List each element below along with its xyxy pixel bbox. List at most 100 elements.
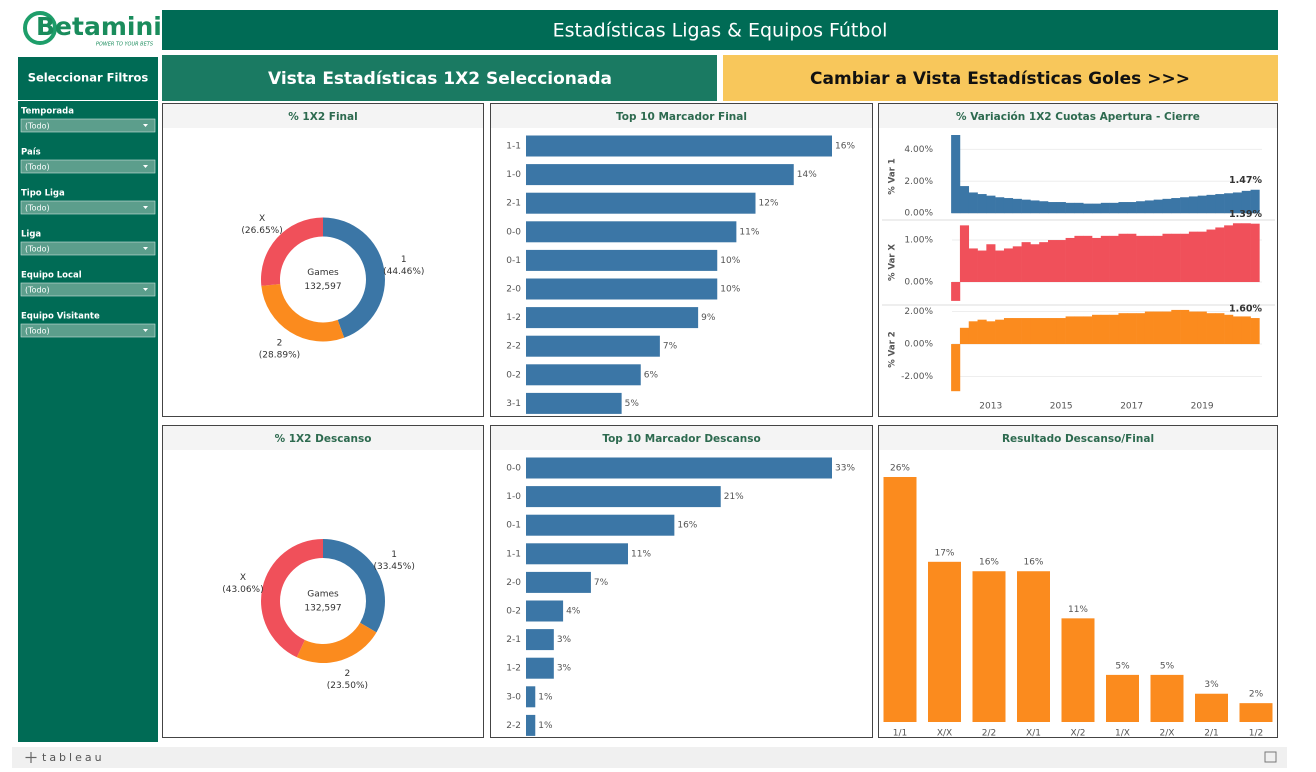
filter-value[interactable]: (Todo) <box>25 286 50 295</box>
area-step <box>986 321 996 345</box>
area-step <box>1162 198 1172 214</box>
bar-label: 11% <box>1068 605 1088 615</box>
area-step <box>1250 223 1260 283</box>
area-step <box>1083 203 1093 214</box>
area-step <box>1074 316 1084 345</box>
y-tick-label: 1.00% <box>904 236 933 246</box>
filter-dropdown[interactable] <box>20 241 156 256</box>
bar <box>526 657 554 679</box>
center-label: Games <box>307 590 339 600</box>
category-label: 3-0 <box>506 692 521 702</box>
bar <box>883 477 917 722</box>
y-tick-label: -2.00% <box>901 372 933 382</box>
bar <box>1106 674 1139 722</box>
area-step <box>968 321 978 345</box>
bar-label: 12% <box>759 199 779 209</box>
filter-label: Equipo Visitante <box>21 312 100 322</box>
bar-label: 4% <box>566 607 581 617</box>
area-step <box>1039 242 1049 283</box>
category-label: 3-1 <box>506 399 521 409</box>
filter-value[interactable]: (Todo) <box>25 163 50 172</box>
category-label: 2-1 <box>506 635 521 645</box>
panel-title: % 1X2 Final <box>288 111 357 123</box>
dropdown-arrow[interactable] <box>143 247 148 250</box>
filter-label: País <box>21 148 41 158</box>
slice-label: (44.46%) <box>383 267 424 277</box>
bar-label: 10% <box>720 256 740 266</box>
slice-label: (26.65%) <box>241 226 282 236</box>
dropdown-arrow[interactable] <box>143 329 148 332</box>
area-step <box>1074 235 1084 283</box>
category-label: 0-0 <box>506 464 521 474</box>
filter-value[interactable]: (Todo) <box>25 327 50 336</box>
bar-label: 16% <box>835 142 855 152</box>
donut-slice <box>296 622 377 663</box>
filter-dropdown[interactable] <box>20 118 156 133</box>
y-tick-label: 0.00% <box>904 340 933 350</box>
category-label: 1-1 <box>506 549 521 559</box>
area-step <box>1250 318 1260 345</box>
area-step <box>959 186 970 214</box>
filter-value[interactable]: (Todo) <box>25 245 50 254</box>
center-value: 132,597 <box>304 282 341 292</box>
area-step <box>1224 193 1234 214</box>
dropdown-arrow[interactable] <box>143 165 148 168</box>
fullscreen-button[interactable] <box>1264 751 1277 763</box>
y-axis-title: % Var 2 <box>888 331 898 367</box>
bar <box>526 600 564 622</box>
category-label: 0-2 <box>506 370 521 380</box>
panel-title: Resultado Descanso/Final <box>1002 433 1154 445</box>
switch-view-button[interactable] <box>723 55 1278 101</box>
area-step <box>1188 311 1199 345</box>
area-step <box>1030 318 1040 345</box>
switch-view-label[interactable]: Cambiar a Vista Estadísticas Goles >>> <box>810 69 1190 89</box>
area-step <box>1197 311 1207 345</box>
panel-header <box>163 426 483 450</box>
slice-category: 1 <box>401 255 407 265</box>
category-label: X/X <box>937 729 952 739</box>
end-label: 1.39% <box>1229 209 1262 220</box>
bar-label: 16% <box>677 521 697 531</box>
filter-dropdown[interactable] <box>20 159 156 174</box>
dropdown-arrow[interactable] <box>143 288 148 291</box>
filter-dropdown[interactable] <box>20 200 156 215</box>
filter-dropdown[interactable] <box>20 323 156 338</box>
slice-category: 1 <box>391 550 397 560</box>
category-label: X/1 <box>1026 729 1041 739</box>
area-step <box>995 250 1005 283</box>
area-step <box>1197 231 1207 283</box>
category-label: 2-0 <box>506 578 521 588</box>
donut-slice <box>323 217 385 338</box>
area-step <box>1083 316 1093 345</box>
area-step <box>1153 199 1163 214</box>
category-label: 1-1 <box>506 142 521 152</box>
panel <box>162 425 484 738</box>
bar-label: 16% <box>979 558 999 568</box>
footer-brand: tableau <box>42 751 105 764</box>
filter-dropdown[interactable] <box>20 282 156 297</box>
bar-label: 17% <box>934 548 954 558</box>
area-step <box>1021 242 1031 283</box>
category-label: 1-2 <box>506 313 521 323</box>
panel-title: % 1X2 Descanso <box>275 433 372 445</box>
dropdown-arrow[interactable] <box>143 124 148 127</box>
area-step <box>1047 240 1058 283</box>
filter-value[interactable]: (Todo) <box>25 204 50 213</box>
tagline: POWER TO YOUR BETS <box>96 42 154 48</box>
bar-label: 6% <box>644 370 659 380</box>
bar <box>526 486 721 508</box>
area-step <box>995 319 1005 345</box>
area-step <box>1215 194 1225 214</box>
y-tick-label: 0.00% <box>904 278 933 288</box>
dropdown-arrow[interactable] <box>143 206 148 209</box>
bar <box>526 392 622 414</box>
area-step <box>1162 233 1172 283</box>
filter-value[interactable]: (Todo) <box>25 122 50 131</box>
area-step <box>1021 318 1031 345</box>
area-step <box>977 250 987 283</box>
current-view-label: Vista Estadísticas 1X2 Seleccionada <box>268 69 612 89</box>
area-step <box>951 344 961 392</box>
panel <box>162 103 484 417</box>
category-label: 1-0 <box>506 170 521 180</box>
category-label: 0-1 <box>506 256 521 266</box>
